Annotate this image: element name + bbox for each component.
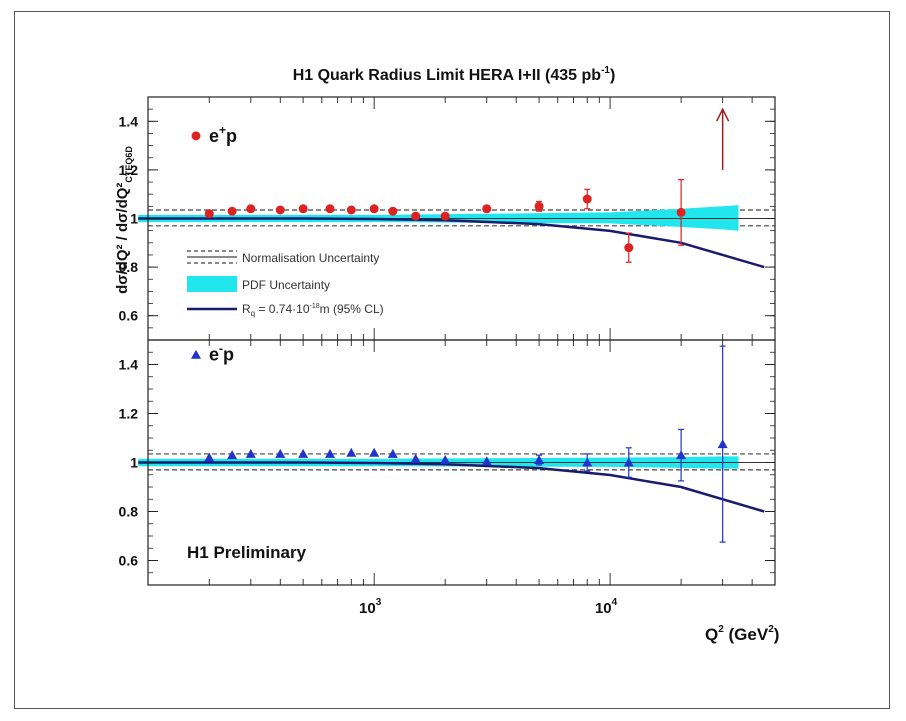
data-point [534,455,545,465]
y-tick-label: 1.2 [119,406,139,422]
data-point [325,448,336,458]
data-point [440,455,451,465]
panel-bottom: 0.6 0.8 1 1.2 1.4 e-p [119,339,776,586]
data-point [369,204,379,214]
data-point [227,206,237,216]
y-tick-label: 0.8 [119,504,139,520]
panel-label-top: e+p [191,123,237,146]
data-point [482,204,492,214]
data-point [440,211,450,221]
legend-marker [191,131,201,141]
y-tick-label: 1 [130,455,138,471]
data-point [369,447,380,457]
y-tick-label: 1.2 [119,162,139,178]
h1-preliminary-annotation: H1 Preliminary [187,543,307,562]
data-point [676,450,687,460]
x-tick-label: 104 [595,597,618,617]
data-point [204,452,215,462]
limit-arrow-head [715,107,730,122]
y-tick-label: 1 [130,211,138,227]
y-tick-label: 1.4 [119,357,139,373]
quark-radius-curve [138,461,765,513]
data-point [325,204,335,214]
data-point [623,457,634,467]
data-point [582,457,593,467]
y-axis-label: dσ/dQ² / dσ/dQ²CTEQ6D [114,146,134,294]
data-point [246,204,256,214]
legend-pdf-label: PDF Uncertainty [242,278,330,292]
data-point [275,205,285,215]
data-point [298,448,309,458]
data-point [388,206,398,216]
legend: Normalisation Uncertainty PDF Uncertaint… [187,250,384,318]
legend-marker [191,349,201,359]
data-point [481,456,492,466]
panel-label-bottom: e-p [191,342,234,365]
legend-pdf-swatch [187,276,237,292]
y-tick-label: 0.6 [119,308,139,324]
legend-rq-label: Rq = 0.74·10-18m (95% CL) [242,302,384,318]
data-point [676,207,686,217]
data-point [624,243,634,253]
data-point [204,209,214,219]
chart-title: H1 Quark Radius Limit HERA I+II (435 pb-… [293,65,616,84]
panel-label-text: e+p [209,123,237,146]
quark-radius-curve [138,217,765,269]
data-point [410,453,421,463]
data-point [387,448,398,458]
data-point [346,447,357,457]
figure-frame [14,11,890,709]
data-point [582,194,592,204]
data-point [298,204,308,214]
data-point [245,448,256,458]
y-tick-label: 1.4 [119,113,139,129]
y-tick-label: 0.8 [119,259,139,275]
data-point [346,205,356,215]
data-point [275,448,286,458]
panels: 0.6 0.8 1 1.2 1.4 e+p 0.6 0.8 1 1.2 1.4 e-p 103 104 [119,96,776,617]
data-point [227,450,238,460]
pdf-band [138,205,739,231]
x-tick-label: 103 [359,597,382,617]
panel-label-text: e-p [209,342,234,365]
data-point [534,201,544,211]
legend-norm-label: Normalisation Uncertainty [242,251,379,265]
panel-top: 0.6 0.8 1 1.2 1.4 e+p [119,96,776,341]
y-tick-label: 0.6 [119,553,139,569]
data-point [717,439,728,449]
x-axis-label: Q2 (GeV2) [705,624,779,644]
data-point [411,211,421,221]
